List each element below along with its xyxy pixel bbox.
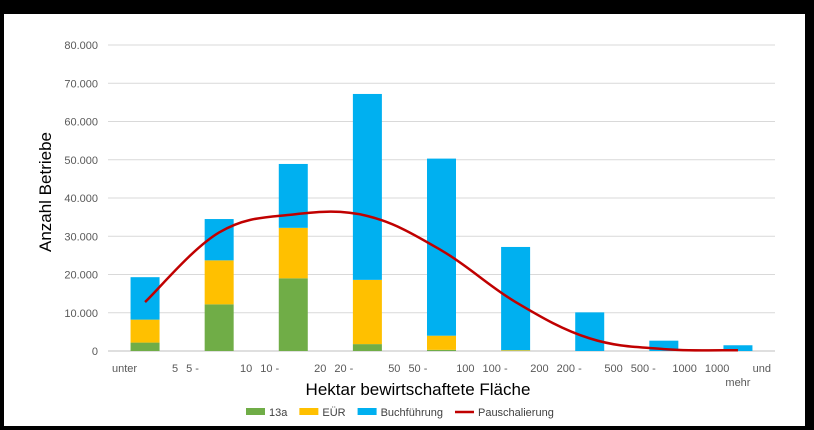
x-tick-label: mehr — [725, 377, 750, 389]
y-axis-title: Anzahl Betriebe — [36, 132, 55, 252]
x-tick-label: 100 — [456, 363, 474, 375]
y-tick-label: 40.000 — [64, 193, 98, 205]
x-tick-label: 5 — [172, 363, 178, 375]
x-tick-label: und — [753, 363, 771, 375]
x-tick-label: 100 - — [483, 363, 508, 375]
y-tick-label: 30.000 — [64, 231, 98, 243]
bar-e-r — [501, 350, 531, 351]
bar-13a — [204, 304, 234, 351]
bar-e-r — [130, 319, 160, 343]
y-tick-label: 0 — [92, 346, 98, 358]
x-tick-label: 500 — [604, 363, 622, 375]
bar-buchf-hrung — [427, 158, 456, 336]
x-tick-label: 10 - — [260, 363, 279, 375]
legend-label-e-r: EÜR — [322, 407, 345, 419]
x-tick-label: 1000 — [705, 363, 729, 375]
x-tick-label: 20 — [314, 363, 326, 375]
pauschalierung-line — [144, 210, 738, 352]
bars — [130, 93, 753, 351]
bar-e-r — [204, 260, 234, 305]
legend-label-13a: 13a — [269, 407, 288, 419]
bar-13a — [278, 278, 308, 351]
bar-13a — [427, 349, 456, 351]
legend-swatch-13a — [246, 408, 265, 415]
x-tick-label: 200 - — [557, 363, 582, 375]
x-tick-label: 500 - — [631, 363, 656, 375]
legend-swatch-buchf-hrung — [357, 408, 377, 415]
bar-13a — [130, 342, 160, 351]
bar-e-r — [278, 227, 308, 279]
legend-swatch-e-r — [299, 408, 319, 415]
bar-e-r — [427, 335, 456, 350]
x-tick-label: 10 — [240, 363, 252, 375]
bar-buchf-hrung — [278, 163, 308, 228]
x-tick-label: 50 — [388, 363, 400, 375]
y-tick-label: 50.000 — [64, 155, 98, 167]
x-tick-label: 20 - — [334, 363, 353, 375]
y-tick-label: 20.000 — [64, 270, 98, 282]
bar-buchf-hrung — [723, 345, 753, 351]
y-tick-label: 10.000 — [64, 308, 98, 320]
bar-13a — [352, 344, 382, 351]
x-tick-label: 5 - — [186, 363, 199, 375]
x-tick-label: 50 - — [408, 363, 427, 375]
y-tick-label: 60.000 — [64, 117, 98, 129]
x-axis-ticks: unter 5 5 - 10 10 - 20 20 - 50 50 - 100 100 - 200 20… — [112, 363, 771, 389]
legend-label-buchf-hrung: Buchführung — [381, 407, 443, 419]
x-tick-label: unter — [112, 363, 137, 375]
bar-buchf-hrung — [649, 340, 679, 351]
legend-label-pauschalierung: Pauschalierung — [478, 407, 554, 419]
legend: 13a EÜR Buchführung Pauschalierung — [246, 407, 554, 419]
x-tick-label: 1000 — [672, 363, 696, 375]
y-tick-label: 80.000 — [64, 40, 98, 52]
y-axis-ticks: 0 10.000 20.000 30.000 40.000 50.000 60.000 70.… — [64, 40, 98, 358]
x-axis-title: Hektar bewirtschaftete Fläche — [306, 380, 531, 399]
bar-buchf-hrung — [501, 246, 531, 351]
bar-e-r — [352, 279, 382, 345]
y-tick-label: 70.000 — [64, 78, 98, 90]
bar-buchf-hrung — [130, 277, 160, 320]
bar-buchf-hrung — [575, 312, 605, 351]
bar-buchf-hrung — [352, 93, 382, 280]
pauschalierung-line-group — [144, 210, 738, 352]
x-tick-label: 200 — [530, 363, 548, 375]
